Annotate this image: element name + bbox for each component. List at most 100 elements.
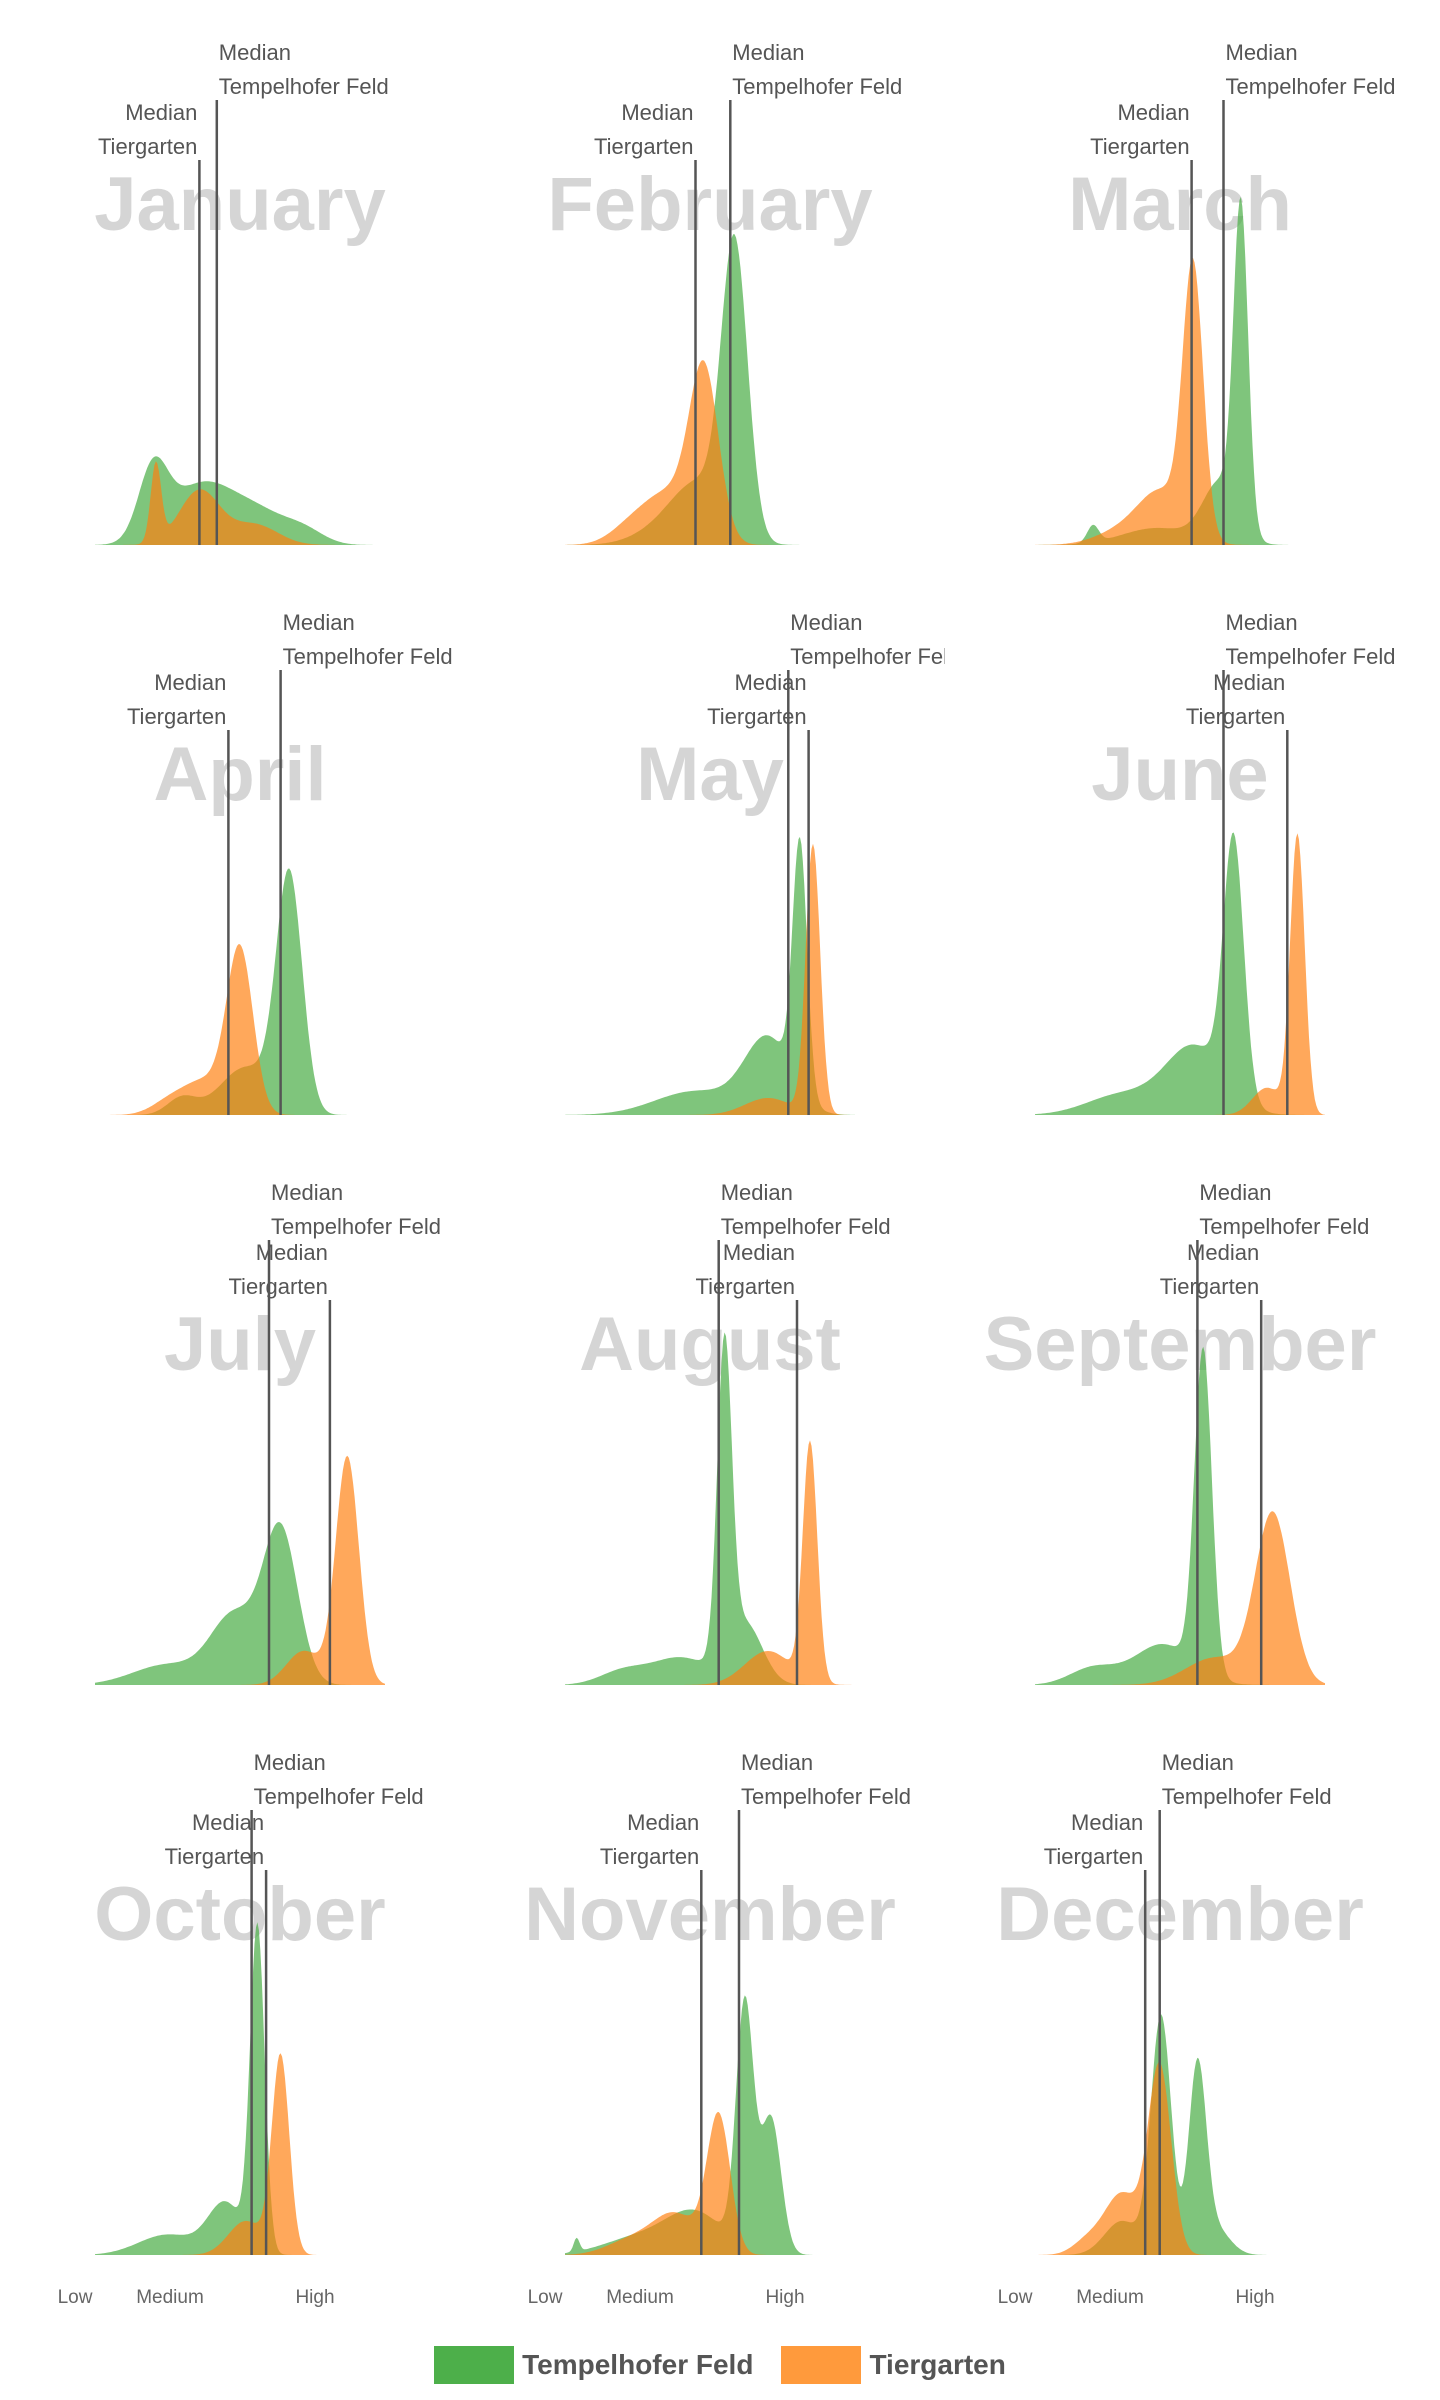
legend-swatch-tiergarten [781, 2346, 862, 2384]
median-label-series-tiergarten-january: Tiergarten [98, 134, 197, 159]
median-label-top-tempelhofer-august: Median [721, 1180, 793, 1205]
median-label-series-tempelhofer-april: Tempelhofer Feld [283, 644, 453, 669]
density-tempelhofer-june [1035, 832, 1325, 1115]
density-tiergarten-april [95, 944, 385, 1115]
panel-march: March Median Tempelhofer Feld Median Tiergar… [1035, 40, 1395, 545]
median-label-top-tiergarten-january: Median [125, 100, 197, 125]
density-tiergarten-march [1035, 257, 1325, 545]
median-label-top-tempelhofer-february: Median [732, 40, 804, 65]
median-label-series-tiergarten-october: Tiergarten [165, 1844, 264, 1869]
median-label-series-tempelhofer-january: Tempelhofer Feld [219, 74, 389, 99]
x-tick-high-november: High [765, 2287, 804, 2308]
density-tempelhofer-july [95, 1522, 385, 1685]
legend: Tempelhofer Feld Tiergarten [0, 2340, 1440, 2390]
median-label-top-tempelhofer-july: Median [271, 1180, 343, 1205]
density-tempelhofer-march [1035, 196, 1325, 545]
panel-content-april: April Median Tempelhofer Feld Median Tiergar… [95, 610, 453, 1115]
median-label-top-tiergarten-february: Median [621, 100, 693, 125]
median-label-top-tempelhofer-april: Median [283, 610, 355, 635]
median-label-top-tiergarten-july: Median [256, 1240, 328, 1265]
month-title-july: July [164, 1302, 316, 1387]
median-label-series-tiergarten-november: Tiergarten [600, 1844, 699, 1869]
median-label-series-tempelhofer-september: Tempelhofer Feld [1199, 1214, 1369, 1239]
median-label-series-tempelhofer-december: Tempelhofer Feld [1162, 1784, 1332, 1809]
median-label-series-tiergarten-april: Tiergarten [127, 704, 226, 729]
median-label-top-tempelhofer-september: Median [1199, 1180, 1271, 1205]
median-label-top-tempelhofer-january: Median [219, 40, 291, 65]
x-tick-high-october: High [295, 2287, 334, 2308]
density-tiergarten-july [95, 1455, 385, 1685]
median-label-top-tiergarten-april: Median [154, 670, 226, 695]
median-label-series-tempelhofer-june: Tempelhofer Feld [1226, 644, 1396, 669]
median-label-series-tempelhofer-november: Tempelhofer Feld [741, 1784, 911, 1809]
panel-april: April Median Tempelhofer Feld Median Tiergar… [95, 610, 453, 1115]
month-title-august: August [579, 1302, 841, 1387]
median-label-series-tempelhofer-july: Tempelhofer Feld [271, 1214, 441, 1239]
median-label-series-tempelhofer-august: Tempelhofer Feld [721, 1214, 891, 1239]
panel-november: November Median Tempelhofer Feld Median Tier… [524, 1750, 911, 2308]
density-tempelhofer-december [1035, 2014, 1325, 2255]
x-tick-medium-december: Medium [1076, 2287, 1144, 2308]
month-title-june: June [1091, 732, 1268, 817]
median-label-top-tiergarten-may: Median [734, 670, 806, 695]
month-title-november: November [524, 1872, 896, 1957]
density-tiergarten-november [565, 2112, 855, 2255]
panel-january: January Median Tempelhofer Feld Median Tierg… [94, 40, 389, 545]
x-tick-high-december: High [1235, 2287, 1274, 2308]
panel-content-december: December Median Tempelhofer Feld Median Tier… [996, 1750, 1364, 2255]
legend-item-tempelhofer: Tempelhofer Feld [434, 2346, 753, 2384]
month-title-december: December [996, 1872, 1364, 1957]
median-label-series-tiergarten-december: Tiergarten [1044, 1844, 1143, 1869]
median-label-top-tempelhofer-october: Median [254, 1750, 326, 1775]
panel-december: December Median Tempelhofer Feld Median Tier… [996, 1750, 1364, 2308]
legend-swatch-tempelhofer [434, 2346, 515, 2384]
density-tiergarten-october [95, 2053, 385, 2255]
density-tiergarten-february [565, 360, 855, 545]
month-title-may: May [636, 732, 784, 817]
median-label-top-tempelhofer-march: Median [1226, 40, 1298, 65]
median-label-series-tempelhofer-march: Tempelhofer Feld [1226, 74, 1396, 99]
panel-content-november: November Median Tempelhofer Feld Median Tier… [524, 1750, 911, 2255]
month-title-january: January [94, 162, 386, 247]
x-tick-low-december: Low [998, 2287, 1033, 2308]
month-title-october: October [94, 1872, 385, 1957]
month-title-april: April [153, 732, 326, 817]
density-tempelhofer-november [565, 1995, 855, 2255]
panel-february: February Median Tempelhofer Feld Median Tier… [547, 40, 902, 545]
density-tiergarten-september [1035, 1511, 1325, 1685]
median-label-top-tiergarten-august: Median [723, 1240, 795, 1265]
median-label-top-tiergarten-june: Median [1213, 670, 1285, 695]
median-label-top-tiergarten-march: Median [1117, 100, 1189, 125]
median-label-series-tiergarten-june: Tiergarten [1186, 704, 1285, 729]
x-tick-low-october: Low [58, 2287, 93, 2308]
median-label-series-tiergarten-may: Tiergarten [707, 704, 806, 729]
median-label-series-tiergarten-august: Tiergarten [696, 1274, 795, 1299]
panel-content-february: February Median Tempelhofer Feld Median Tier… [547, 40, 902, 545]
month-title-february: February [547, 162, 872, 247]
density-tiergarten-may [565, 843, 855, 1115]
density-tempelhofer-october [95, 1922, 385, 2255]
panel-content-march: March Median Tempelhofer Feld Median Tiergar… [1035, 40, 1395, 545]
x-tick-medium-october: Medium [136, 2287, 204, 2308]
median-label-series-tiergarten-september: Tiergarten [1160, 1274, 1259, 1299]
median-label-top-tempelhofer-december: Median [1162, 1750, 1234, 1775]
median-label-top-tiergarten-september: Median [1187, 1240, 1259, 1265]
panel-content-january: January Median Tempelhofer Feld Median Tierg… [94, 40, 389, 545]
legend-label-tiergarten: Tiergarten [869, 2349, 1006, 2380]
density-tiergarten-june [1035, 833, 1325, 1115]
median-label-series-tiergarten-february: Tiergarten [594, 134, 693, 159]
median-label-top-tiergarten-december: Median [1071, 1810, 1143, 1835]
density-tiergarten-december [1035, 2062, 1325, 2255]
median-label-top-tiergarten-november: Median [627, 1810, 699, 1835]
